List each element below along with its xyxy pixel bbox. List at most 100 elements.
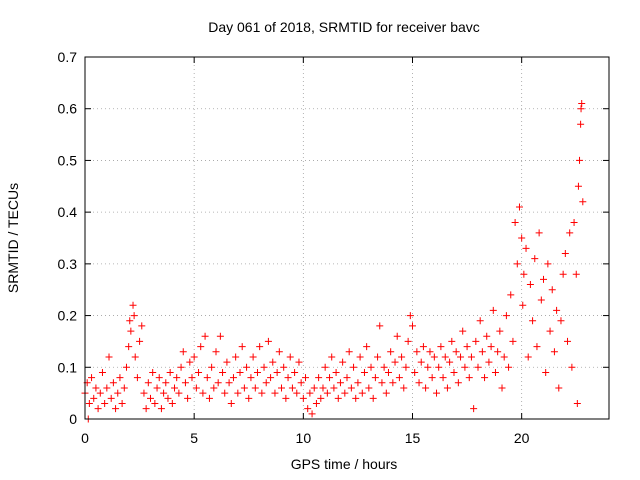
- data-point: [101, 399, 109, 407]
- data-point: [157, 405, 165, 413]
- data-point: [203, 374, 211, 382]
- data-point: [125, 343, 133, 351]
- data-point: [380, 363, 388, 371]
- data-point: [387, 348, 395, 356]
- data-point: [197, 343, 205, 351]
- data-point: [400, 384, 408, 392]
- data-point: [428, 374, 436, 382]
- data-point: [570, 218, 578, 226]
- data-point: [177, 363, 185, 371]
- y-tick-label: 0.5: [58, 152, 78, 168]
- data-point: [118, 399, 126, 407]
- data-point: [443, 384, 451, 392]
- x-tick-label: 5: [190, 430, 198, 446]
- data-point: [391, 358, 399, 366]
- data-point: [310, 384, 318, 392]
- data-point: [256, 343, 264, 351]
- data-point: [574, 182, 582, 190]
- data-point: [457, 353, 465, 361]
- data-point: [164, 394, 172, 402]
- data-point: [505, 363, 513, 371]
- data-point: [566, 229, 574, 237]
- data-point: [317, 394, 325, 402]
- data-point: [439, 374, 447, 382]
- data-point: [546, 327, 554, 335]
- data-point: [559, 270, 567, 278]
- data-point: [356, 353, 364, 361]
- data-point: [577, 120, 585, 128]
- data-point: [395, 374, 403, 382]
- x-tick-label: 15: [405, 430, 421, 446]
- data-point: [306, 389, 314, 397]
- data-point: [282, 394, 290, 402]
- data-point: [441, 353, 449, 361]
- data-point: [205, 394, 213, 402]
- data-point: [367, 363, 375, 371]
- data-point: [578, 100, 586, 108]
- data-point: [195, 368, 203, 376]
- data-points: [81, 100, 587, 423]
- data-point: [269, 358, 277, 366]
- data-point: [555, 384, 563, 392]
- data-point: [236, 368, 244, 376]
- data-point: [465, 374, 473, 382]
- data-point: [509, 337, 517, 345]
- data-point: [374, 353, 382, 361]
- data-point: [535, 229, 543, 237]
- data-point: [548, 286, 556, 294]
- data-point: [579, 198, 587, 206]
- data-point: [286, 353, 294, 361]
- data-point: [481, 374, 489, 382]
- data-point: [323, 389, 331, 397]
- data-point: [363, 343, 371, 351]
- data-point: [406, 312, 414, 320]
- x-axis-label: GPS time / hours: [291, 456, 398, 472]
- data-point: [491, 368, 499, 376]
- data-point: [192, 384, 200, 392]
- data-point: [291, 368, 299, 376]
- data-point: [288, 384, 296, 392]
- data-point: [485, 358, 493, 366]
- x-tick-label: 10: [296, 430, 312, 446]
- data-point: [253, 368, 261, 376]
- data-point: [232, 353, 240, 361]
- data-point: [371, 374, 379, 382]
- data-point: [219, 368, 227, 376]
- data-point: [328, 353, 336, 361]
- data-point: [496, 327, 504, 335]
- data-point: [568, 363, 576, 371]
- data-point: [262, 379, 270, 387]
- data-point: [92, 384, 100, 392]
- data-point: [304, 405, 312, 413]
- data-point: [332, 368, 340, 376]
- data-point: [249, 353, 257, 361]
- data-point: [526, 281, 534, 289]
- data-point: [181, 379, 189, 387]
- data-point: [518, 234, 526, 242]
- data-point: [330, 384, 338, 392]
- data-point: [409, 322, 416, 330]
- data-point: [519, 301, 527, 309]
- data-point: [417, 358, 425, 366]
- data-point: [430, 353, 438, 361]
- chart-title: Day 061 of 2018, SRMTID for receiver bav…: [208, 19, 480, 35]
- data-point: [422, 384, 430, 392]
- data-point: [133, 374, 141, 382]
- data-point: [463, 343, 471, 351]
- data-point: [149, 368, 157, 376]
- data-point: [245, 394, 253, 402]
- data-point: [389, 379, 397, 387]
- data-point: [319, 384, 327, 392]
- data-point: [494, 348, 502, 356]
- data-point: [221, 389, 229, 397]
- data-point: [467, 353, 475, 361]
- data-point: [533, 343, 541, 351]
- x-tick-label: 20: [514, 430, 530, 446]
- data-point: [358, 389, 366, 397]
- data-point: [147, 394, 154, 402]
- data-point: [459, 327, 467, 335]
- data-point: [173, 374, 181, 382]
- plot-frame: [84, 56, 610, 420]
- data-point: [393, 332, 401, 340]
- data-point: [130, 312, 138, 320]
